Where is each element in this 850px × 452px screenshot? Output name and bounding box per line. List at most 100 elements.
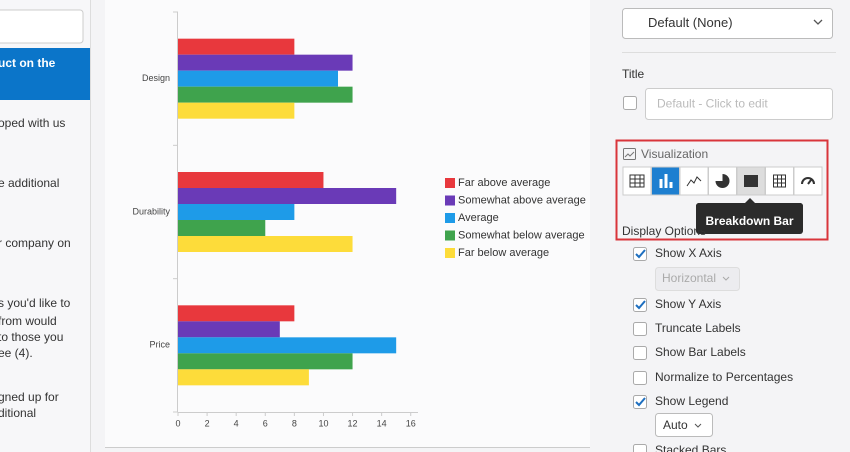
- legend-label: Somewhat below average: [458, 229, 585, 241]
- y-tick-label: Price: [149, 340, 170, 350]
- bar: [178, 220, 266, 236]
- bar: [178, 321, 280, 338]
- highlight-box: [615, 139, 829, 241]
- legend-label: Somewhat above average: [458, 194, 586, 206]
- bar: [178, 305, 295, 322]
- sidebar-text: r company on: [0, 236, 71, 250]
- tooltip-text: Breakdown Bar: [705, 214, 793, 228]
- viz-icon: [744, 175, 758, 187]
- tooltip-arrow: [745, 198, 755, 203]
- dropdown-arrow: [694, 423, 702, 428]
- x-tick-label: 8: [292, 418, 297, 428]
- viz-button[interactable]: [679, 166, 709, 196]
- sidebar-text: ditional: [0, 406, 36, 420]
- display-options-label: Display Options: [622, 224, 706, 238]
- visualization-buttons: [622, 166, 823, 196]
- dropdown-text: Default (None): [648, 15, 733, 30]
- checkmark: [635, 300, 646, 310]
- option-label: Stacked Bars: [655, 443, 726, 452]
- option-label: Show Y Axis: [655, 297, 721, 311]
- viz-icon: [801, 177, 815, 185]
- viz-icon: [773, 174, 786, 188]
- viz-button[interactable]: [793, 166, 823, 196]
- legend-swatch: [445, 195, 455, 206]
- option-checkbox[interactable]: [633, 346, 647, 360]
- x-tick-label: 16: [406, 418, 416, 428]
- bar: [178, 369, 309, 386]
- title-input[interactable]: [645, 88, 833, 120]
- bar: [178, 70, 338, 87]
- axis-orientation-dropdown[interactable]: [655, 267, 740, 291]
- bar: [178, 38, 295, 55]
- sidebar-text: oped with us: [0, 116, 65, 130]
- selected-question[interactable]: [0, 48, 90, 100]
- visualization-label: Visualization: [641, 147, 708, 161]
- bar: [178, 188, 397, 204]
- sidebar-text: e additional: [0, 176, 59, 190]
- option-checkbox[interactable]: [633, 247, 647, 261]
- option-label: Show Legend: [655, 394, 728, 408]
- viz-button[interactable]: [765, 166, 794, 196]
- bar: [178, 337, 397, 354]
- y-tick-label: Design: [142, 73, 170, 83]
- y-tick-label: Durability: [132, 206, 170, 216]
- legend-swatch: [445, 248, 455, 258]
- sidebar-text: ee (4).: [0, 346, 33, 360]
- sidebar-text: to those you: [0, 330, 63, 344]
- tooltip-cover: [696, 203, 803, 230]
- visualization-icon-line: [624, 151, 635, 158]
- legend-position-text: Auto: [663, 418, 688, 432]
- x-tick-label: 0: [175, 418, 180, 428]
- option-label: Normalize to Percentages: [655, 370, 793, 384]
- title-label: Title: [622, 67, 645, 81]
- sidebar-text: uct on the: [0, 56, 56, 70]
- viz-icon: [686, 176, 702, 187]
- search-input[interactable]: [0, 9, 84, 44]
- option-checkbox[interactable]: [633, 444, 647, 452]
- option-label: Show Bar Labels: [655, 345, 746, 359]
- title-placeholder: Default - Click to edit: [657, 97, 768, 111]
- checkmark: [635, 397, 646, 407]
- bar: [178, 204, 295, 220]
- bar: [178, 54, 353, 71]
- axis-orientation-text: Horizontal: [662, 271, 716, 285]
- viz-icon: [659, 174, 673, 188]
- legend-swatch: [445, 230, 455, 241]
- bar: [178, 172, 324, 188]
- checkmark: [635, 249, 646, 259]
- legend-swatch: [445, 178, 455, 188]
- x-tick-label: 14: [377, 418, 387, 428]
- sidebar-text: s you'd like to: [0, 296, 71, 310]
- legend-label: Far above average: [458, 177, 550, 189]
- sidebar-text: from would: [0, 314, 57, 328]
- legend-swatch: [445, 213, 455, 223]
- viz-icon: [629, 174, 645, 188]
- bar: [178, 102, 295, 119]
- option-label: Truncate Labels: [655, 321, 741, 335]
- option-label: Show X Axis: [655, 246, 722, 260]
- viz-button[interactable]: [622, 166, 652, 196]
- visualization-icon: [623, 148, 636, 160]
- dropdown-arrow: [813, 19, 823, 25]
- option-checkbox[interactable]: [633, 395, 647, 409]
- viz-icon: [715, 174, 730, 188]
- x-tick-label: 6: [263, 418, 268, 428]
- option-checkbox[interactable]: [633, 298, 647, 312]
- bar: [178, 353, 353, 370]
- bar: [178, 86, 353, 103]
- legend-label: Far below average: [458, 247, 549, 259]
- dropdown[interactable]: [622, 8, 833, 39]
- dropdown-arrow: [722, 276, 730, 281]
- x-tick-label: 4: [234, 418, 239, 428]
- option-checkbox[interactable]: [633, 371, 647, 385]
- legend-position-dropdown[interactable]: [655, 413, 713, 437]
- sidebar-text: gned up for: [0, 390, 59, 404]
- option-checkbox[interactable]: [633, 322, 647, 336]
- x-tick-label: 12: [348, 418, 358, 428]
- bar: [178, 236, 353, 252]
- x-tick-label: 10: [318, 418, 328, 428]
- title-checkbox[interactable]: [623, 96, 637, 110]
- legend-label: Average: [458, 212, 499, 224]
